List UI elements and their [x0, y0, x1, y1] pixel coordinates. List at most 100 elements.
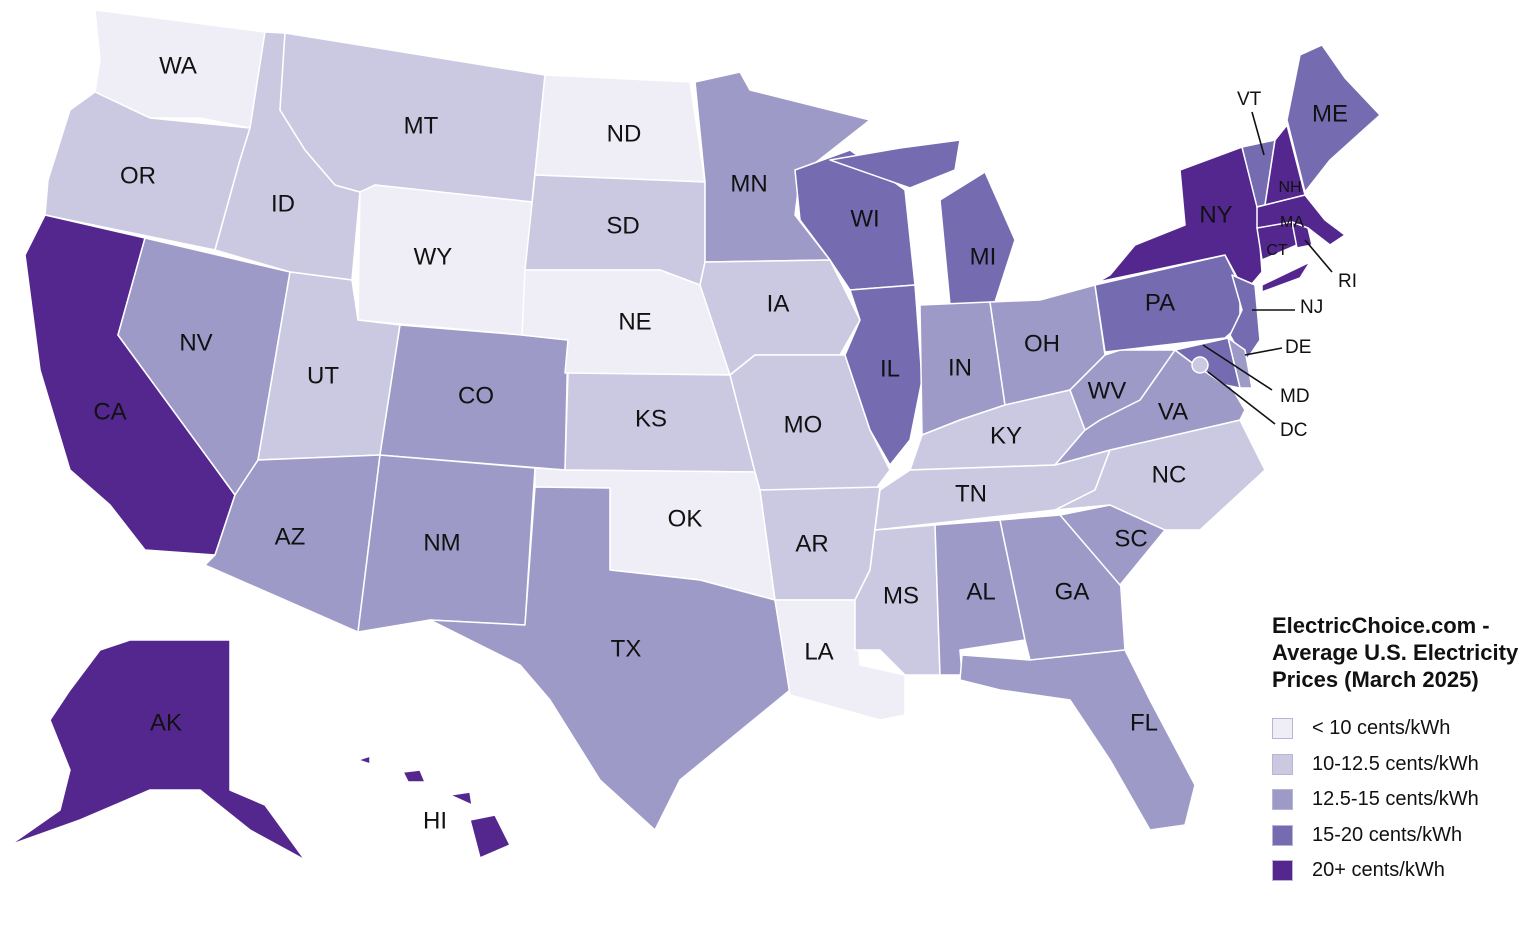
state-label: MO — [784, 411, 823, 438]
state-label: OR — [120, 162, 156, 189]
state-label: NV — [179, 329, 212, 356]
state-label: NJ — [1300, 297, 1323, 318]
state-label: WV — [1088, 377, 1127, 404]
state-label: AR — [795, 530, 828, 557]
state-label: DE — [1285, 337, 1311, 358]
legend-swatch — [1272, 860, 1293, 882]
state-shape — [829, 139, 961, 189]
state-wv — [1069, 349, 1176, 431]
legend-label: 15-20 cents/kWh — [1312, 823, 1463, 846]
state-label: NY — [1199, 201, 1232, 228]
state-label: TN — [955, 480, 987, 507]
legend: ElectricChoice.com - Average U.S. Electr… — [1272, 612, 1536, 889]
state-label: DC — [1280, 420, 1307, 441]
legend-item: < 10 cents/kWh — [1272, 711, 1536, 747]
legend-item: 20+ cents/kWh — [1272, 853, 1536, 889]
state-label: FL — [1130, 709, 1158, 736]
state-label: CO — [458, 382, 494, 409]
state-shape — [959, 649, 1196, 831]
legend-label: 10-12.5 cents/kWh — [1312, 752, 1479, 775]
state-shape — [939, 171, 1016, 306]
legend-swatch — [1272, 789, 1293, 811]
state-wy — [357, 184, 533, 336]
legend-swatch — [1272, 824, 1293, 846]
legend-swatch — [1272, 718, 1293, 740]
state-label: CA — [93, 398, 126, 425]
state-label: WA — [159, 52, 197, 79]
state-shape — [9, 639, 306, 861]
state-dc — [1191, 356, 1209, 374]
state-label: VT — [1237, 89, 1262, 110]
state-shape — [402, 769, 426, 783]
state-label: ND — [607, 120, 642, 147]
state-label: AK — [150, 709, 182, 736]
state-shape — [357, 755, 371, 765]
state-label: MI — [970, 243, 997, 270]
legend-item: 12.5-15 cents/kWh — [1272, 782, 1536, 818]
state-shape — [1261, 261, 1311, 293]
legend-label: < 10 cents/kWh — [1312, 717, 1451, 740]
state-label: MD — [1280, 386, 1310, 407]
leader-line — [1244, 347, 1283, 356]
state-label: WI — [850, 205, 879, 232]
legend-title: ElectricChoice.com - Average U.S. Electr… — [1272, 613, 1519, 692]
state-label: AL — [966, 578, 995, 605]
legend-item: 15-20 cents/kWh — [1272, 818, 1536, 854]
state-label: NC — [1152, 461, 1187, 488]
state-label: UT — [307, 362, 339, 389]
state-label: VA — [1158, 398, 1188, 425]
leader-line — [1304, 239, 1333, 273]
state-label: LA — [804, 638, 833, 665]
state-label: SC — [1114, 525, 1147, 552]
state-label: IA — [767, 290, 790, 317]
state-shape — [729, 354, 891, 491]
state-shape — [1069, 349, 1176, 431]
state-label: SD — [606, 212, 639, 239]
state-label: MA — [1280, 214, 1304, 231]
state-label: OK — [668, 505, 703, 532]
state-label: WY — [414, 243, 453, 270]
state-shape — [357, 184, 533, 336]
state-label: PA — [1145, 289, 1175, 316]
legend-item: 10-12.5 cents/kWh — [1272, 747, 1536, 783]
state-label: NH — [1278, 179, 1301, 196]
state-mi — [829, 139, 1016, 306]
state-shape — [469, 814, 511, 859]
state-label: KS — [635, 405, 667, 432]
state-label: IL — [880, 355, 900, 382]
leader-line — [1251, 111, 1265, 156]
state-label: MS — [883, 582, 919, 609]
state-label: RI — [1338, 271, 1357, 292]
state-label: MN — [730, 170, 767, 197]
state-shape — [449, 791, 473, 806]
state-label: KY — [990, 422, 1022, 449]
state-label: MT — [404, 112, 439, 139]
state-label: IN — [948, 354, 972, 381]
state-shape — [844, 284, 923, 466]
state-nc — [1054, 419, 1266, 531]
state-shape — [1054, 419, 1266, 531]
state-mo — [729, 354, 891, 491]
legend-label: 12.5-15 cents/kWh — [1312, 788, 1479, 811]
legend-swatch — [1272, 753, 1293, 775]
state-me — [1286, 44, 1381, 193]
state-tx — [429, 486, 791, 831]
state-shape — [429, 486, 791, 831]
state-label: NE — [618, 308, 651, 335]
state-label: CT — [1266, 242, 1288, 259]
leader-line — [1202, 344, 1273, 391]
leader-line — [1207, 371, 1276, 425]
state-ak — [9, 639, 306, 861]
state-hi — [357, 755, 511, 859]
state-label: ME — [1312, 100, 1348, 127]
state-fl — [959, 649, 1196, 831]
state-il — [844, 284, 923, 466]
state-shape — [1286, 44, 1381, 193]
state-label: AZ — [275, 523, 306, 550]
state-label: GA — [1055, 578, 1090, 605]
state-label: ID — [271, 190, 295, 217]
state-label: TX — [611, 635, 642, 662]
state-label: NM — [423, 529, 460, 556]
state-label: HI — [423, 807, 447, 834]
